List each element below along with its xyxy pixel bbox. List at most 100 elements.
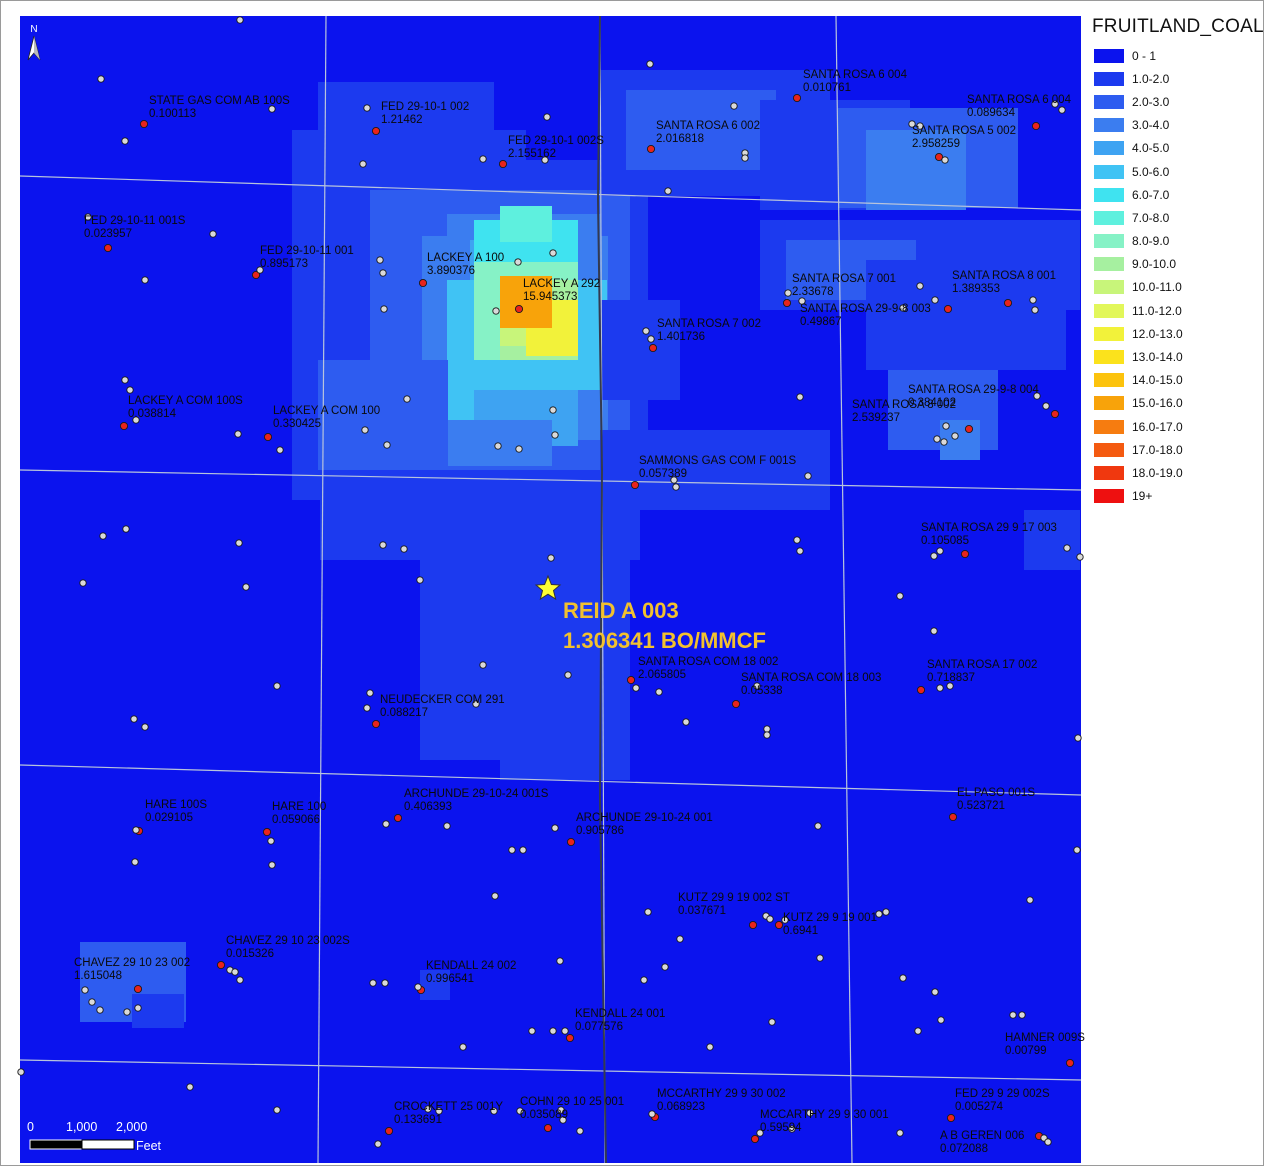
well-dot-reported[interactable] — [1003, 298, 1013, 308]
well-dot-nodata[interactable] — [491, 892, 499, 900]
well-dot-nodata[interactable] — [551, 824, 559, 832]
well-dot-nodata[interactable] — [763, 731, 771, 739]
well-dot-nodata[interactable] — [490, 1107, 498, 1115]
well-dot-nodata[interactable] — [236, 976, 244, 984]
well-dot-nodata[interactable] — [268, 861, 276, 869]
well-dot-nodata[interactable] — [798, 297, 806, 305]
well-dot-nodata[interactable] — [1074, 734, 1082, 742]
well-dot-reported[interactable] — [393, 813, 403, 823]
well-dot-nodata[interactable] — [788, 1125, 796, 1133]
well-dot-reported[interactable] — [139, 119, 149, 129]
well-dot-nodata[interactable] — [661, 963, 669, 971]
well-dot-nodata[interactable] — [121, 137, 129, 145]
well-dot-nodata[interactable] — [706, 1043, 714, 1051]
well-dot-nodata[interactable] — [670, 476, 678, 484]
well-dot-nodata[interactable] — [130, 715, 138, 723]
well-dot-nodata[interactable] — [273, 682, 281, 690]
well-dot-nodata[interactable] — [1044, 1138, 1052, 1146]
well-dot-reported[interactable] — [119, 421, 129, 431]
well-dot-nodata[interactable] — [79, 579, 87, 587]
well-dot-reported[interactable] — [648, 343, 658, 353]
well-dot-nodata[interactable] — [549, 249, 557, 257]
well-dot-nodata[interactable] — [492, 307, 500, 315]
well-dot-nodata[interactable] — [516, 1107, 524, 1115]
well-dot-nodata[interactable] — [796, 547, 804, 555]
well-dot-nodata[interactable] — [126, 386, 134, 394]
well-dot-nodata[interactable] — [763, 725, 771, 733]
well-dot-reported[interactable] — [948, 812, 958, 822]
well-dot-reported[interactable] — [774, 920, 784, 930]
well-dot-reported[interactable] — [384, 1126, 394, 1136]
well-dot-nodata[interactable] — [1029, 296, 1037, 304]
well-dot-nodata[interactable] — [814, 822, 822, 830]
well-dot-nodata[interactable] — [766, 915, 774, 923]
well-dot-nodata[interactable] — [564, 671, 572, 679]
well-dot-nodata[interactable] — [84, 213, 92, 221]
well-dot-nodata[interactable] — [479, 155, 487, 163]
well-dot-reported[interactable] — [1050, 409, 1060, 419]
well-dots[interactable] — [17, 16, 1084, 1148]
well-dot-reported[interactable] — [543, 1123, 553, 1133]
well-dot-nodata[interactable] — [642, 327, 650, 335]
well-dot-nodata[interactable] — [369, 979, 377, 987]
well-dot-nodata[interactable] — [875, 910, 883, 918]
well-dot-nodata[interactable] — [946, 682, 954, 690]
featured-well-marker[interactable] — [534, 574, 562, 601]
well-dot-reported[interactable] — [943, 304, 953, 314]
well-dot-nodata[interactable] — [561, 1027, 569, 1035]
well-dot-reported[interactable] — [782, 298, 792, 308]
well-dot-nodata[interactable] — [768, 1018, 776, 1026]
well-dot-nodata[interactable] — [896, 592, 904, 600]
well-dot-reported[interactable] — [263, 432, 273, 442]
well-dot-nodata[interactable] — [936, 547, 944, 555]
well-dot-reported[interactable] — [630, 480, 640, 490]
well-dot-nodata[interactable] — [359, 160, 367, 168]
well-dot-nodata[interactable] — [403, 395, 411, 403]
well-dot-nodata[interactable] — [682, 718, 690, 726]
well-dot-nodata[interactable] — [234, 430, 242, 438]
well-dot-nodata[interactable] — [132, 416, 140, 424]
well-dot-nodata[interactable] — [382, 820, 390, 828]
well-dot-nodata[interactable] — [514, 258, 522, 266]
well-dot-nodata[interactable] — [756, 1129, 764, 1137]
well-dot-nodata[interactable] — [472, 700, 480, 708]
well-dot-nodata[interactable] — [741, 154, 749, 162]
well-dot-nodata[interactable] — [494, 442, 502, 450]
well-dot-nodata[interactable] — [376, 256, 384, 264]
well-dot-reported[interactable] — [1065, 1058, 1075, 1068]
well-dot-nodata[interactable] — [916, 282, 924, 290]
well-dot-reported[interactable] — [418, 278, 428, 288]
well-dot-nodata[interactable] — [951, 432, 959, 440]
well-dot-nodata[interactable] — [383, 441, 391, 449]
well-dot-reported[interactable] — [916, 685, 926, 695]
well-dot-nodata[interactable] — [435, 1107, 443, 1115]
well-dot-nodata[interactable] — [899, 974, 907, 982]
well-dot-reported[interactable] — [748, 920, 758, 930]
well-dot-nodata[interactable] — [242, 583, 250, 591]
well-dot-nodata[interactable] — [1058, 106, 1066, 114]
well-dot-nodata[interactable] — [664, 187, 672, 195]
well-dot-nodata[interactable] — [1076, 553, 1084, 561]
well-dot-nodata[interactable] — [914, 1027, 922, 1035]
well-dot-nodata[interactable] — [644, 908, 652, 916]
well-dot-nodata[interactable] — [933, 435, 941, 443]
well-dot-nodata[interactable] — [942, 422, 950, 430]
well-dot-nodata[interactable] — [379, 269, 387, 277]
well-dot-nodata[interactable] — [276, 446, 284, 454]
well-dot-nodata[interactable] — [940, 438, 948, 446]
well-dot-nodata[interactable] — [256, 266, 264, 274]
well-dot-nodata[interactable] — [1026, 896, 1034, 904]
well-dot-nodata[interactable] — [122, 525, 130, 533]
well-dot-nodata[interactable] — [414, 983, 422, 991]
well-dot-nodata[interactable] — [930, 627, 938, 635]
well-dot-nodata[interactable] — [916, 122, 924, 130]
well-dot-nodata[interactable] — [209, 230, 217, 238]
well-dot-nodata[interactable] — [508, 846, 516, 854]
well-dot-nodata[interactable] — [753, 682, 761, 690]
well-dot-nodata[interactable] — [235, 539, 243, 547]
well-dot-nodata[interactable] — [479, 661, 487, 669]
well-dot-nodata[interactable] — [676, 935, 684, 943]
well-dot-reported[interactable] — [946, 1113, 956, 1123]
well-dot-reported[interactable] — [566, 837, 576, 847]
well-dot-nodata[interactable] — [131, 858, 139, 866]
